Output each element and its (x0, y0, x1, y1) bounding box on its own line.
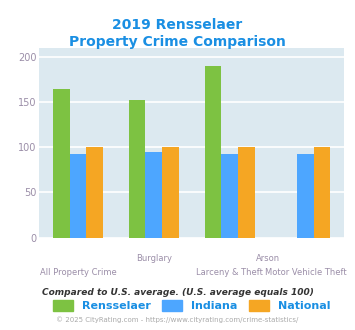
Text: Arson: Arson (256, 254, 280, 263)
Bar (204, 66, 221, 238)
Bar (297, 153, 314, 238)
Legend: Rensselaer, Indiana, National: Rensselaer, Indiana, National (53, 300, 330, 311)
Text: Larceny & Theft: Larceny & Theft (196, 268, 263, 277)
Bar (221, 153, 238, 238)
Text: Compared to U.S. average. (U.S. average equals 100): Compared to U.S. average. (U.S. average … (42, 287, 313, 297)
Text: All Property Crime: All Property Crime (39, 268, 116, 277)
Bar (70, 153, 86, 238)
Bar (314, 147, 331, 238)
Bar (86, 147, 103, 238)
Bar (238, 147, 255, 238)
Text: Burglary: Burglary (136, 254, 172, 263)
Text: Property Crime Comparison: Property Crime Comparison (69, 35, 286, 49)
Bar (162, 147, 179, 238)
Bar (146, 152, 162, 238)
Text: Motor Vehicle Theft: Motor Vehicle Theft (264, 268, 346, 277)
Bar (53, 88, 70, 238)
Bar (129, 100, 146, 238)
Text: © 2025 CityRating.com - https://www.cityrating.com/crime-statistics/: © 2025 CityRating.com - https://www.city… (56, 317, 299, 323)
Text: 2019 Rensselaer: 2019 Rensselaer (113, 18, 242, 32)
